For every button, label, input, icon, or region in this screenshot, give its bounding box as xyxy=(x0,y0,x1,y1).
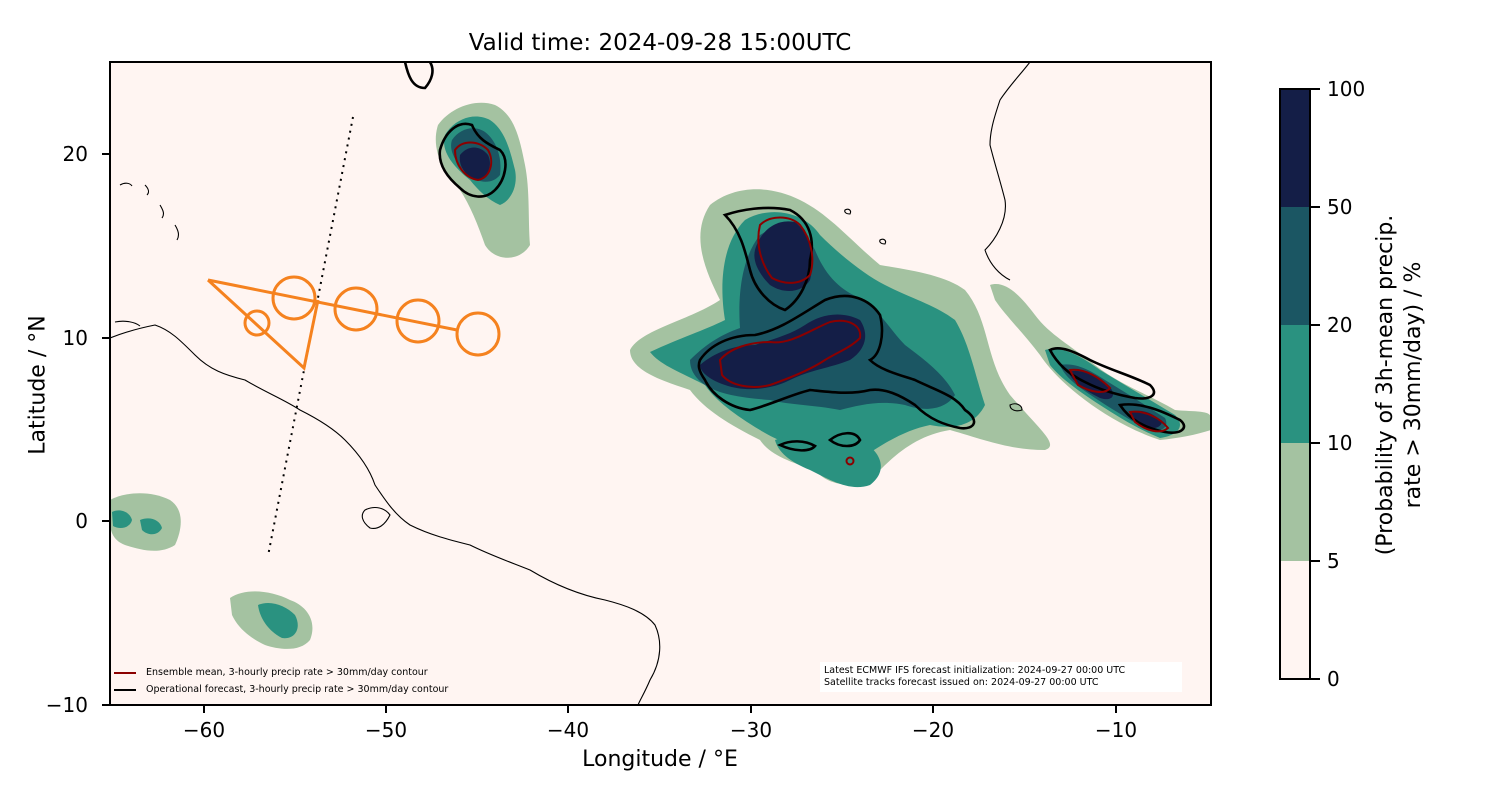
minor-cells xyxy=(110,493,313,649)
axes-frame xyxy=(109,61,1212,706)
colorbar-tick-label: 10 xyxy=(1327,431,1353,455)
y-tick-label: −10 xyxy=(45,693,88,717)
track-circle xyxy=(271,275,317,321)
colorbar-label-line2: rate > 30mm/day) / % xyxy=(1401,261,1426,509)
track-circle xyxy=(243,309,271,337)
operational-contours xyxy=(403,62,1186,452)
track-circle xyxy=(333,286,379,332)
legend-swatch-black xyxy=(114,688,136,691)
colorbar-tick-label: 5 xyxy=(1327,549,1340,573)
plot-title: Valid time: 2024-09-28 15:00UTC xyxy=(468,30,852,56)
colorbar-label: (Probability of 3h-mean precip. rate > 3… xyxy=(1372,215,1428,556)
colorbar-label-line1: (Probability of 3h-mean precip. xyxy=(1373,214,1398,556)
satellite-track xyxy=(206,116,501,557)
satellite-track-issued-text: Satellite tracks forecast issued on: 202… xyxy=(824,677,1099,688)
legend: Ensemble mean, 3-hourly precip rate > 30… xyxy=(114,664,448,698)
axis-ticks xyxy=(102,153,1117,713)
x-tick-label: −10 xyxy=(1094,718,1138,742)
colorbar-tick-label: 50 xyxy=(1327,195,1353,219)
y-axis-label: Latitude / °N xyxy=(25,315,51,455)
y-tick-label: 0 xyxy=(75,509,88,533)
legend-label: Operational forecast, 3-hourly precip ra… xyxy=(146,684,449,695)
x-tick-label: −20 xyxy=(911,718,955,742)
coastlines xyxy=(110,62,1031,705)
track-circle xyxy=(395,298,441,344)
y-tick-label: 10 xyxy=(62,326,88,350)
x-tick-label: −50 xyxy=(364,718,408,742)
colorbar-tick-label: 20 xyxy=(1327,313,1353,337)
legend-swatch-dark-red xyxy=(114,671,136,674)
x-tick-label: −60 xyxy=(182,718,226,742)
legend-item-operational: Operational forecast, 3-hourly precip ra… xyxy=(114,681,448,698)
orange-swath-path xyxy=(206,278,458,371)
track-circle xyxy=(455,311,501,357)
northern-system xyxy=(435,102,530,258)
y-tick-label: 20 xyxy=(62,142,88,166)
forecast-contours xyxy=(403,62,1186,466)
x-tick-label: −30 xyxy=(729,718,773,742)
colorbar-tick-label: 0 xyxy=(1327,667,1340,691)
x-axis-label: Longitude / °E xyxy=(582,747,738,772)
forecast-info-box: Latest ECMWF IFS forecast initialization… xyxy=(820,662,1182,692)
x-tick-label: −40 xyxy=(546,718,590,742)
dotted-track-line xyxy=(267,116,354,557)
legend-label: Ensemble mean, 3-hourly precip rate > 30… xyxy=(146,667,428,678)
colorbar xyxy=(1279,88,1320,680)
colorbar-tick-label: 100 xyxy=(1327,77,1366,101)
ensemble-contours xyxy=(453,141,1170,466)
legend-item-ensemble: Ensemble mean, 3-hourly precip rate > 30… xyxy=(114,664,448,681)
map-background xyxy=(110,62,1211,705)
forecast-init-text: Latest ECMWF IFS forecast initialization… xyxy=(824,665,1126,676)
central-atlantic-system xyxy=(630,189,1051,488)
